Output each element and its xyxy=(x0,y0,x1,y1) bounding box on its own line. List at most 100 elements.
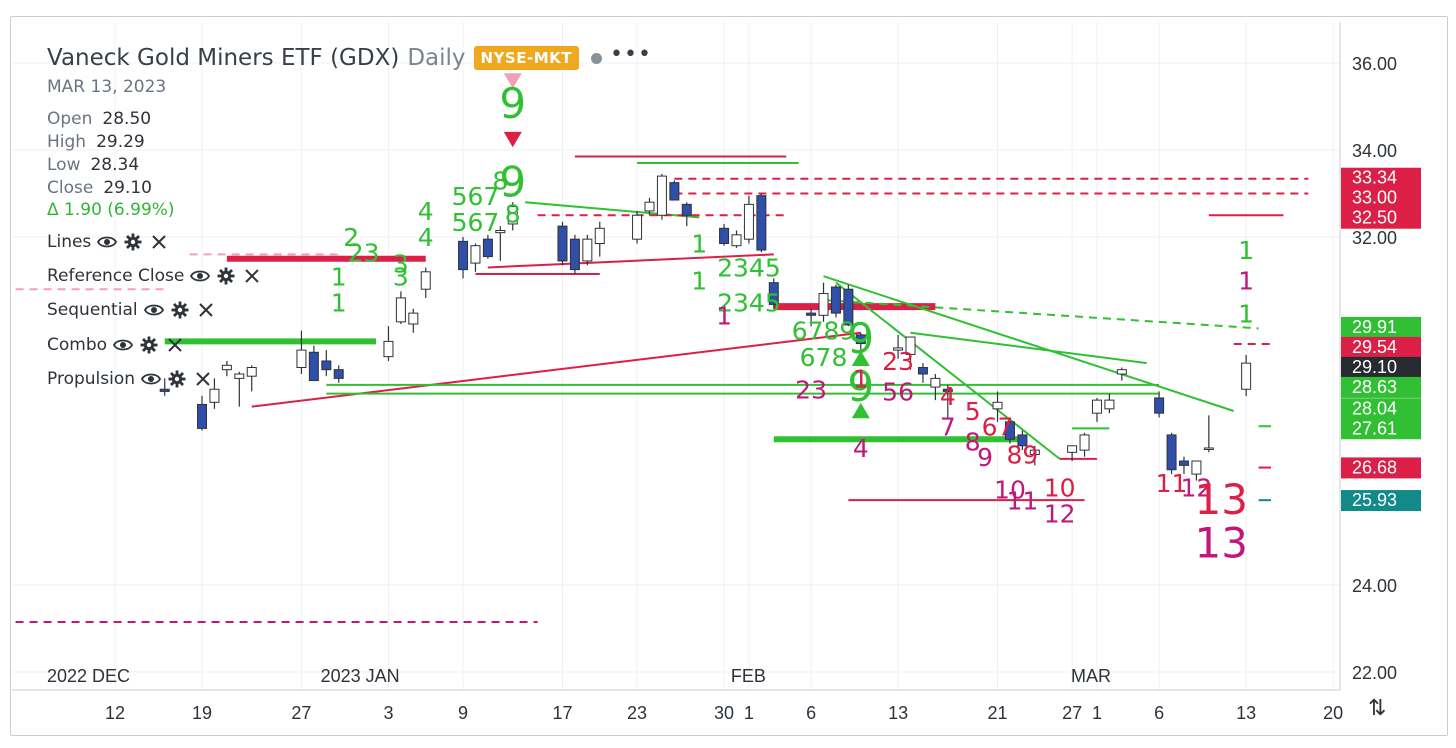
close-icon[interactable] xyxy=(165,335,185,355)
x-tick-label: 1 xyxy=(744,703,754,723)
candle xyxy=(507,202,518,231)
price-tag-bg xyxy=(1341,398,1421,420)
candle xyxy=(768,278,779,309)
eye-icon[interactable] xyxy=(143,300,164,320)
candle xyxy=(644,197,655,216)
candle xyxy=(1091,397,1102,422)
trend-line xyxy=(823,275,1235,412)
candle xyxy=(1241,354,1252,397)
eye-icon[interactable] xyxy=(113,335,134,355)
gear-icon[interactable] xyxy=(170,300,190,320)
y-tick-label: 34.00 xyxy=(1352,141,1397,161)
price-tag-bg xyxy=(1341,418,1421,440)
count-label: 8 xyxy=(492,167,508,196)
candle xyxy=(458,237,469,279)
candle-body xyxy=(656,175,667,216)
gear-icon[interactable] xyxy=(167,369,187,389)
candle-body xyxy=(1154,397,1165,414)
price-tag-bg xyxy=(1341,167,1421,189)
eye-icon[interactable] xyxy=(141,369,162,389)
layer-label: Reference Close xyxy=(47,266,185,286)
price-tag-bg xyxy=(1341,490,1421,512)
interval-label[interactable]: Daily xyxy=(407,45,466,71)
candle xyxy=(395,291,406,324)
candle xyxy=(482,234,493,259)
candle xyxy=(1079,432,1090,457)
open-row: Open 28.50 xyxy=(47,109,151,129)
candle-body xyxy=(321,360,332,371)
candle-body xyxy=(408,312,419,325)
trend-line xyxy=(910,331,1147,365)
price-tag-bg xyxy=(1341,336,1421,358)
candle xyxy=(420,267,431,298)
candle-body xyxy=(296,349,307,369)
candle xyxy=(1004,417,1015,444)
high-label: High xyxy=(47,132,87,152)
sell-marker-icon xyxy=(503,73,522,89)
gear-icon[interactable] xyxy=(216,266,236,286)
candle-body xyxy=(768,282,779,305)
count-label: 7 xyxy=(940,412,956,441)
x-tick-label: 17 xyxy=(552,703,572,723)
x-tick-label: 3 xyxy=(383,703,393,723)
candle xyxy=(308,345,319,382)
candle-body xyxy=(1178,460,1189,466)
more-options-icon[interactable]: ••• xyxy=(610,41,652,67)
candle xyxy=(1017,430,1028,451)
close-icon[interactable] xyxy=(193,369,213,389)
buy-marker-icon xyxy=(851,350,870,366)
close-icon[interactable] xyxy=(196,300,216,320)
candle xyxy=(246,365,257,392)
candle-body xyxy=(669,182,680,201)
candle-body xyxy=(806,312,817,316)
eye-icon[interactable] xyxy=(97,232,118,252)
candle xyxy=(333,365,344,383)
candle xyxy=(1154,391,1165,418)
price-tag-label: 33.00 xyxy=(1352,188,1397,208)
chart-title: Vaneck Gold Miners ETF (GDX) xyxy=(47,45,400,71)
close-icon[interactable] xyxy=(149,232,169,252)
price-tag-bg xyxy=(1341,457,1421,479)
candle-body xyxy=(1017,434,1028,447)
candle xyxy=(1104,393,1115,414)
candle-body xyxy=(246,367,257,377)
close-icon[interactable] xyxy=(242,266,262,286)
candle-body xyxy=(930,377,941,388)
candle-body xyxy=(308,351,319,382)
price-tag-label: 25.93 xyxy=(1352,490,1397,510)
count-label: 1 xyxy=(1238,267,1254,296)
candle-body xyxy=(830,286,841,314)
count-label: 12 xyxy=(1181,473,1213,502)
candle xyxy=(197,395,208,431)
price-tag-label: 28.63 xyxy=(1352,377,1397,397)
x-tick-label: 13 xyxy=(888,703,908,723)
count-label: 3 xyxy=(393,249,409,278)
candle xyxy=(656,173,667,220)
layer-label: Lines xyxy=(47,232,92,252)
gear-icon[interactable] xyxy=(139,335,159,355)
trend-line xyxy=(835,281,1061,460)
gear-icon[interactable] xyxy=(123,232,143,252)
price-tag-label: 33.34 xyxy=(1352,168,1397,188)
candle-body xyxy=(1091,399,1102,414)
candle xyxy=(296,330,307,375)
count-label: 4 xyxy=(940,382,956,411)
candle-body xyxy=(1029,449,1040,455)
y-tick-label: 24.00 xyxy=(1352,576,1397,596)
candle xyxy=(719,223,730,246)
candle-body xyxy=(905,336,916,355)
candle xyxy=(557,221,568,266)
candle xyxy=(234,371,245,407)
count-label: 4 xyxy=(418,197,434,226)
swap-axis-icon[interactable]: ⇅ xyxy=(1368,696,1387,721)
candle-body xyxy=(743,203,754,240)
candle xyxy=(743,195,754,244)
candle-body xyxy=(855,334,866,345)
period-label: 2022 DEC xyxy=(47,666,130,686)
candle-body xyxy=(1241,362,1252,390)
candle-body xyxy=(594,227,605,245)
eye-icon[interactable] xyxy=(190,266,211,286)
candle-body xyxy=(992,401,1003,410)
candle xyxy=(756,193,767,253)
